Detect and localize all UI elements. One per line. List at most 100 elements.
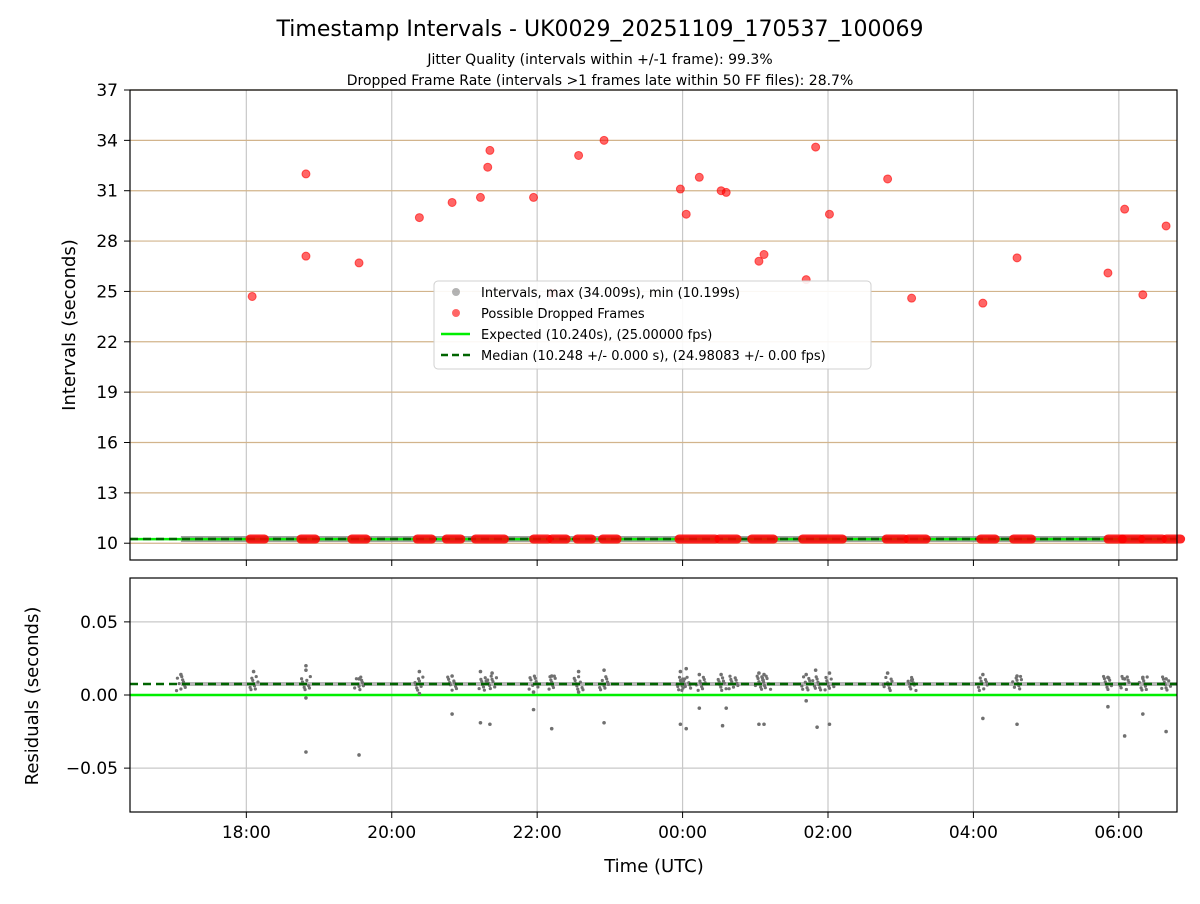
residual-point <box>981 716 985 721</box>
residual-point <box>756 676 760 681</box>
residual-point <box>354 677 359 681</box>
bottom-axes-frame <box>129 577 1178 813</box>
residual-point <box>909 678 914 683</box>
residual-point <box>981 672 985 677</box>
dropped-frame-point <box>354 258 364 268</box>
x-tick-label: 20:00 <box>367 823 416 843</box>
dropped-frame-point <box>1161 221 1171 231</box>
dropped-frame-point <box>883 174 893 184</box>
x-tick-label: 04:00 <box>949 823 998 843</box>
residual-point <box>553 676 557 680</box>
dropped-frame-point <box>301 251 311 261</box>
residual-point <box>489 674 493 678</box>
residual-point <box>603 686 607 690</box>
residual-point <box>720 688 724 692</box>
dropped-frame-point <box>485 145 495 155</box>
residual-point <box>697 706 702 710</box>
residual-point <box>358 687 362 692</box>
residual-point <box>804 672 808 677</box>
residual-point <box>174 689 179 693</box>
residual-point <box>304 668 308 672</box>
residual-point <box>1012 685 1017 689</box>
residual-point <box>757 671 761 675</box>
residual-point <box>175 676 180 680</box>
residual-point <box>481 685 486 689</box>
residual-point <box>573 678 577 683</box>
residual-point <box>179 687 183 691</box>
residual-point <box>598 688 603 692</box>
top-y-axis-label: Intervals (seconds) <box>59 239 80 411</box>
residual-point <box>303 687 307 692</box>
residual-point <box>1102 677 1107 681</box>
residual-point <box>824 675 828 680</box>
legend-marker-intervals <box>452 288 460 296</box>
residual-point <box>602 668 606 672</box>
residual-point <box>818 688 823 692</box>
residual-point <box>527 687 531 691</box>
residual-point <box>829 677 833 681</box>
residual-point <box>253 687 257 691</box>
top-axes-frame <box>129 89 1178 561</box>
residual-point <box>1142 679 1146 683</box>
residual-point <box>827 722 832 727</box>
residual-point <box>551 685 556 690</box>
residual-point <box>482 688 486 692</box>
residual-point <box>531 707 536 712</box>
residual-point <box>804 699 808 703</box>
residual-point <box>763 686 767 690</box>
residual-point <box>757 722 761 727</box>
dropped-frame-point <box>759 250 769 259</box>
residual-point <box>299 677 304 681</box>
x-tick-label: 02:00 <box>804 823 853 843</box>
residual-point <box>486 678 490 682</box>
dropped-frame-point <box>483 162 493 172</box>
residual-point <box>678 669 683 674</box>
residual-point <box>417 691 422 696</box>
legend-label-median: Median (10.248 +/- 0.000 s), (24.98083 +… <box>481 349 826 364</box>
residual-point <box>700 687 705 691</box>
residual-point <box>602 720 606 725</box>
residual-point <box>416 688 420 692</box>
dropped-frame-point <box>1012 253 1022 263</box>
residual-point <box>251 669 256 674</box>
residual-point <box>719 685 723 689</box>
dropped-frame-point <box>447 197 457 207</box>
residual-point <box>529 678 533 682</box>
residual-point <box>600 678 604 683</box>
residual-point <box>179 672 183 677</box>
residual-point <box>454 686 459 691</box>
residual-point <box>308 674 312 679</box>
dropped-frame-point <box>694 172 704 182</box>
bottom-y-tick-label: 0.00 <box>80 686 118 706</box>
residual-point <box>183 685 187 689</box>
x-tick-label: 18:00 <box>222 823 271 843</box>
residual-point <box>976 685 981 689</box>
residual-point <box>494 676 499 680</box>
dropped-frame-point <box>721 187 731 197</box>
top-y-tick-label: 13 <box>96 484 118 504</box>
residual-point <box>531 690 536 694</box>
residual-point <box>734 678 738 682</box>
residual-point <box>478 720 483 725</box>
dropped-frame-point <box>574 150 584 160</box>
residual-point <box>1106 704 1110 709</box>
dropped-frame-point <box>1120 204 1130 214</box>
legend-label-intervals: Intervals, max (34.009s), min (10.199s) <box>481 286 740 301</box>
top-y-tick-label: 22 <box>96 333 118 353</box>
residual-point <box>357 677 361 681</box>
dropped-frame-point <box>1138 290 1148 300</box>
residual-point <box>1164 677 1168 681</box>
legend-label-dropped: Possible Dropped Frames <box>481 307 645 322</box>
residual-point <box>577 675 581 679</box>
residual-point <box>982 687 986 691</box>
residual-point <box>254 674 258 679</box>
residual-point <box>417 669 422 674</box>
residuals-plot: 18:00 20:00 22:00 00:00 02:00 04:00 06:00 −0.05… <box>66 577 1178 843</box>
residual-point <box>815 725 819 729</box>
residual-point <box>493 685 497 689</box>
top-y-tick-label: 28 <box>96 232 118 252</box>
residual-point <box>1019 678 1024 682</box>
residual-point <box>353 686 357 690</box>
residual-point <box>576 669 581 674</box>
